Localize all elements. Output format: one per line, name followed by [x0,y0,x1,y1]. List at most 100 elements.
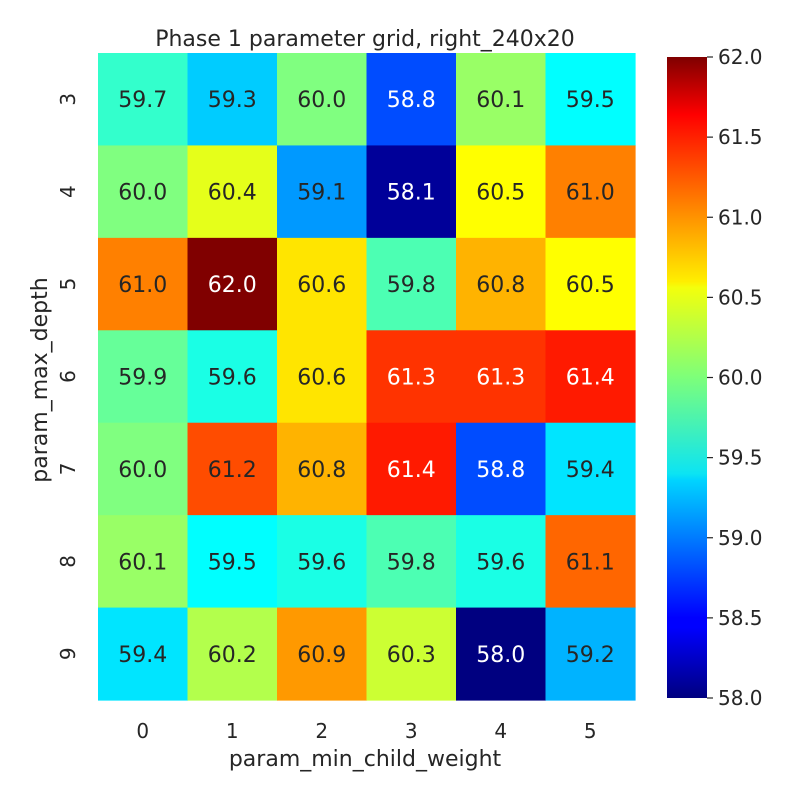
y-tick-label: 6 [56,370,80,383]
heatmap-cell [98,607,189,701]
heatmap-cell [187,53,278,147]
cell-value-label: 59.8 [387,550,436,575]
cell-value-label: 60.4 [208,181,257,206]
y-tick-label: 7 [56,463,80,476]
heatmap-cell [545,607,636,701]
colorbar-tick-label: 61.0 [718,205,763,229]
heatmap-cell [366,607,457,701]
cell-value-label: 59.6 [208,366,257,391]
heatmap-cell [98,515,189,609]
cell-value-label: 58.0 [476,643,525,668]
y-tick-label: 3 [56,93,80,106]
cell-value-label: 61.1 [566,550,615,575]
cell-value-label: 59.6 [297,550,346,575]
cell-value-label: 60.6 [297,273,346,298]
heatmap-cell [456,145,547,239]
cell-value-label: 58.8 [476,458,525,483]
heatmap-cell [187,330,278,424]
x-tick-label: 4 [494,719,507,743]
heatmap-cell [277,237,368,331]
cell-value-label: 59.5 [566,88,615,113]
heatmap-cell [277,53,368,147]
heatmap-cell [187,607,278,701]
chart-title: Phase 1 parameter grid, right_240x20 [155,27,575,52]
cell-value-label: 60.5 [476,181,525,206]
cell-value-label: 59.4 [118,643,167,668]
heatmap-cell [277,330,368,424]
heatmap-cell [545,515,636,609]
cell-value-label: 61.3 [387,366,436,391]
cell-value-label: 60.8 [476,273,525,298]
heatmap-cell [545,53,636,147]
cell-value-label: 59.9 [118,366,167,391]
x-tick-label: 1 [226,719,239,743]
heatmap-cell [456,237,547,331]
cell-value-label: 61.0 [118,273,167,298]
cell-value-label: 60.9 [297,643,346,668]
cell-value-label: 61.3 [476,366,525,391]
y-tick-label: 5 [56,278,80,291]
cell-value-label: 60.5 [566,273,615,298]
cell-value-label: 61.4 [566,366,615,391]
heatmap-cell [277,145,368,239]
colorbar-tick-labels: 58.0 58.5 59.0 59.5 60.0 60.5 61.0 61.5 62.0 [707,45,763,710]
cell-value-label: 60.0 [118,181,167,206]
cell-value-label: 59.7 [118,88,167,113]
heatmap-cells: 59.7 59.3 60.0 58.8 60.1 59.5 60.0 60.4 59.1 58.1… [98,53,636,701]
heatmap-cell [456,607,547,701]
heatmap-cell [545,145,636,239]
cell-value-label: 60.3 [387,643,436,668]
heatmap-cell [545,237,636,331]
cell-value-label: 62.0 [208,273,257,298]
heatmap-cell [98,422,189,516]
y-tick-labels: 3 4 5 6 7 8 9 [56,93,80,660]
y-tick-label: 4 [56,185,80,198]
heatmap-cell [545,330,636,424]
heatmap-cell [366,53,457,147]
cell-value-label: 58.8 [387,88,436,113]
heatmap-cell [187,422,278,516]
heatmap-cell [277,515,368,609]
x-tick-label: 0 [136,719,149,743]
cell-value-label: 60.0 [118,458,167,483]
cell-value-label: 59.3 [208,88,257,113]
y-axis-label: param_max_depth [28,277,53,482]
heatmap-cell [366,145,457,239]
cell-value-label: 59.6 [476,550,525,575]
colorbar-tick-label: 58.5 [718,606,763,630]
y-tick-label: 9 [56,647,80,660]
x-tick-label: 2 [315,719,328,743]
cell-value-label: 61.2 [208,458,257,483]
y-tick-label: 8 [56,555,80,568]
cell-value-label: 60.1 [476,88,525,113]
colorbar-tick-label: 58.0 [718,686,763,710]
x-tick-label: 3 [405,719,418,743]
heatmap-cell [98,237,189,331]
x-tick-labels: 0 1 2 3 4 5 [136,719,596,743]
heatmap-cell [456,53,547,147]
heatmap-cell [98,330,189,424]
heatmap-cell [187,237,278,331]
heatmap-cell [277,422,368,516]
heatmap-cell [98,53,189,147]
colorbar-tick-label: 59.0 [718,526,763,550]
heatmap-cell [456,330,547,424]
colorbar-tick-label: 62.0 [718,45,763,69]
colorbar-tick-label: 61.5 [718,125,763,149]
colorbar-tick-label: 60.0 [718,366,763,390]
heatmap-cell [545,422,636,516]
heatmap-cell [187,515,278,609]
heatmap-cell [456,422,547,516]
heatmap-cell [98,145,189,239]
cell-value-label: 60.0 [297,88,346,113]
heatmap-cell [366,515,457,609]
heatmap-cell [277,607,368,701]
cell-value-label: 59.1 [297,181,346,206]
colorbar [667,57,707,698]
cell-value-label: 59.4 [566,458,615,483]
cell-value-label: 61.0 [566,181,615,206]
cell-value-label: 60.8 [297,458,346,483]
cell-value-label: 59.8 [387,273,436,298]
colorbar-tick-label: 59.5 [718,446,763,470]
